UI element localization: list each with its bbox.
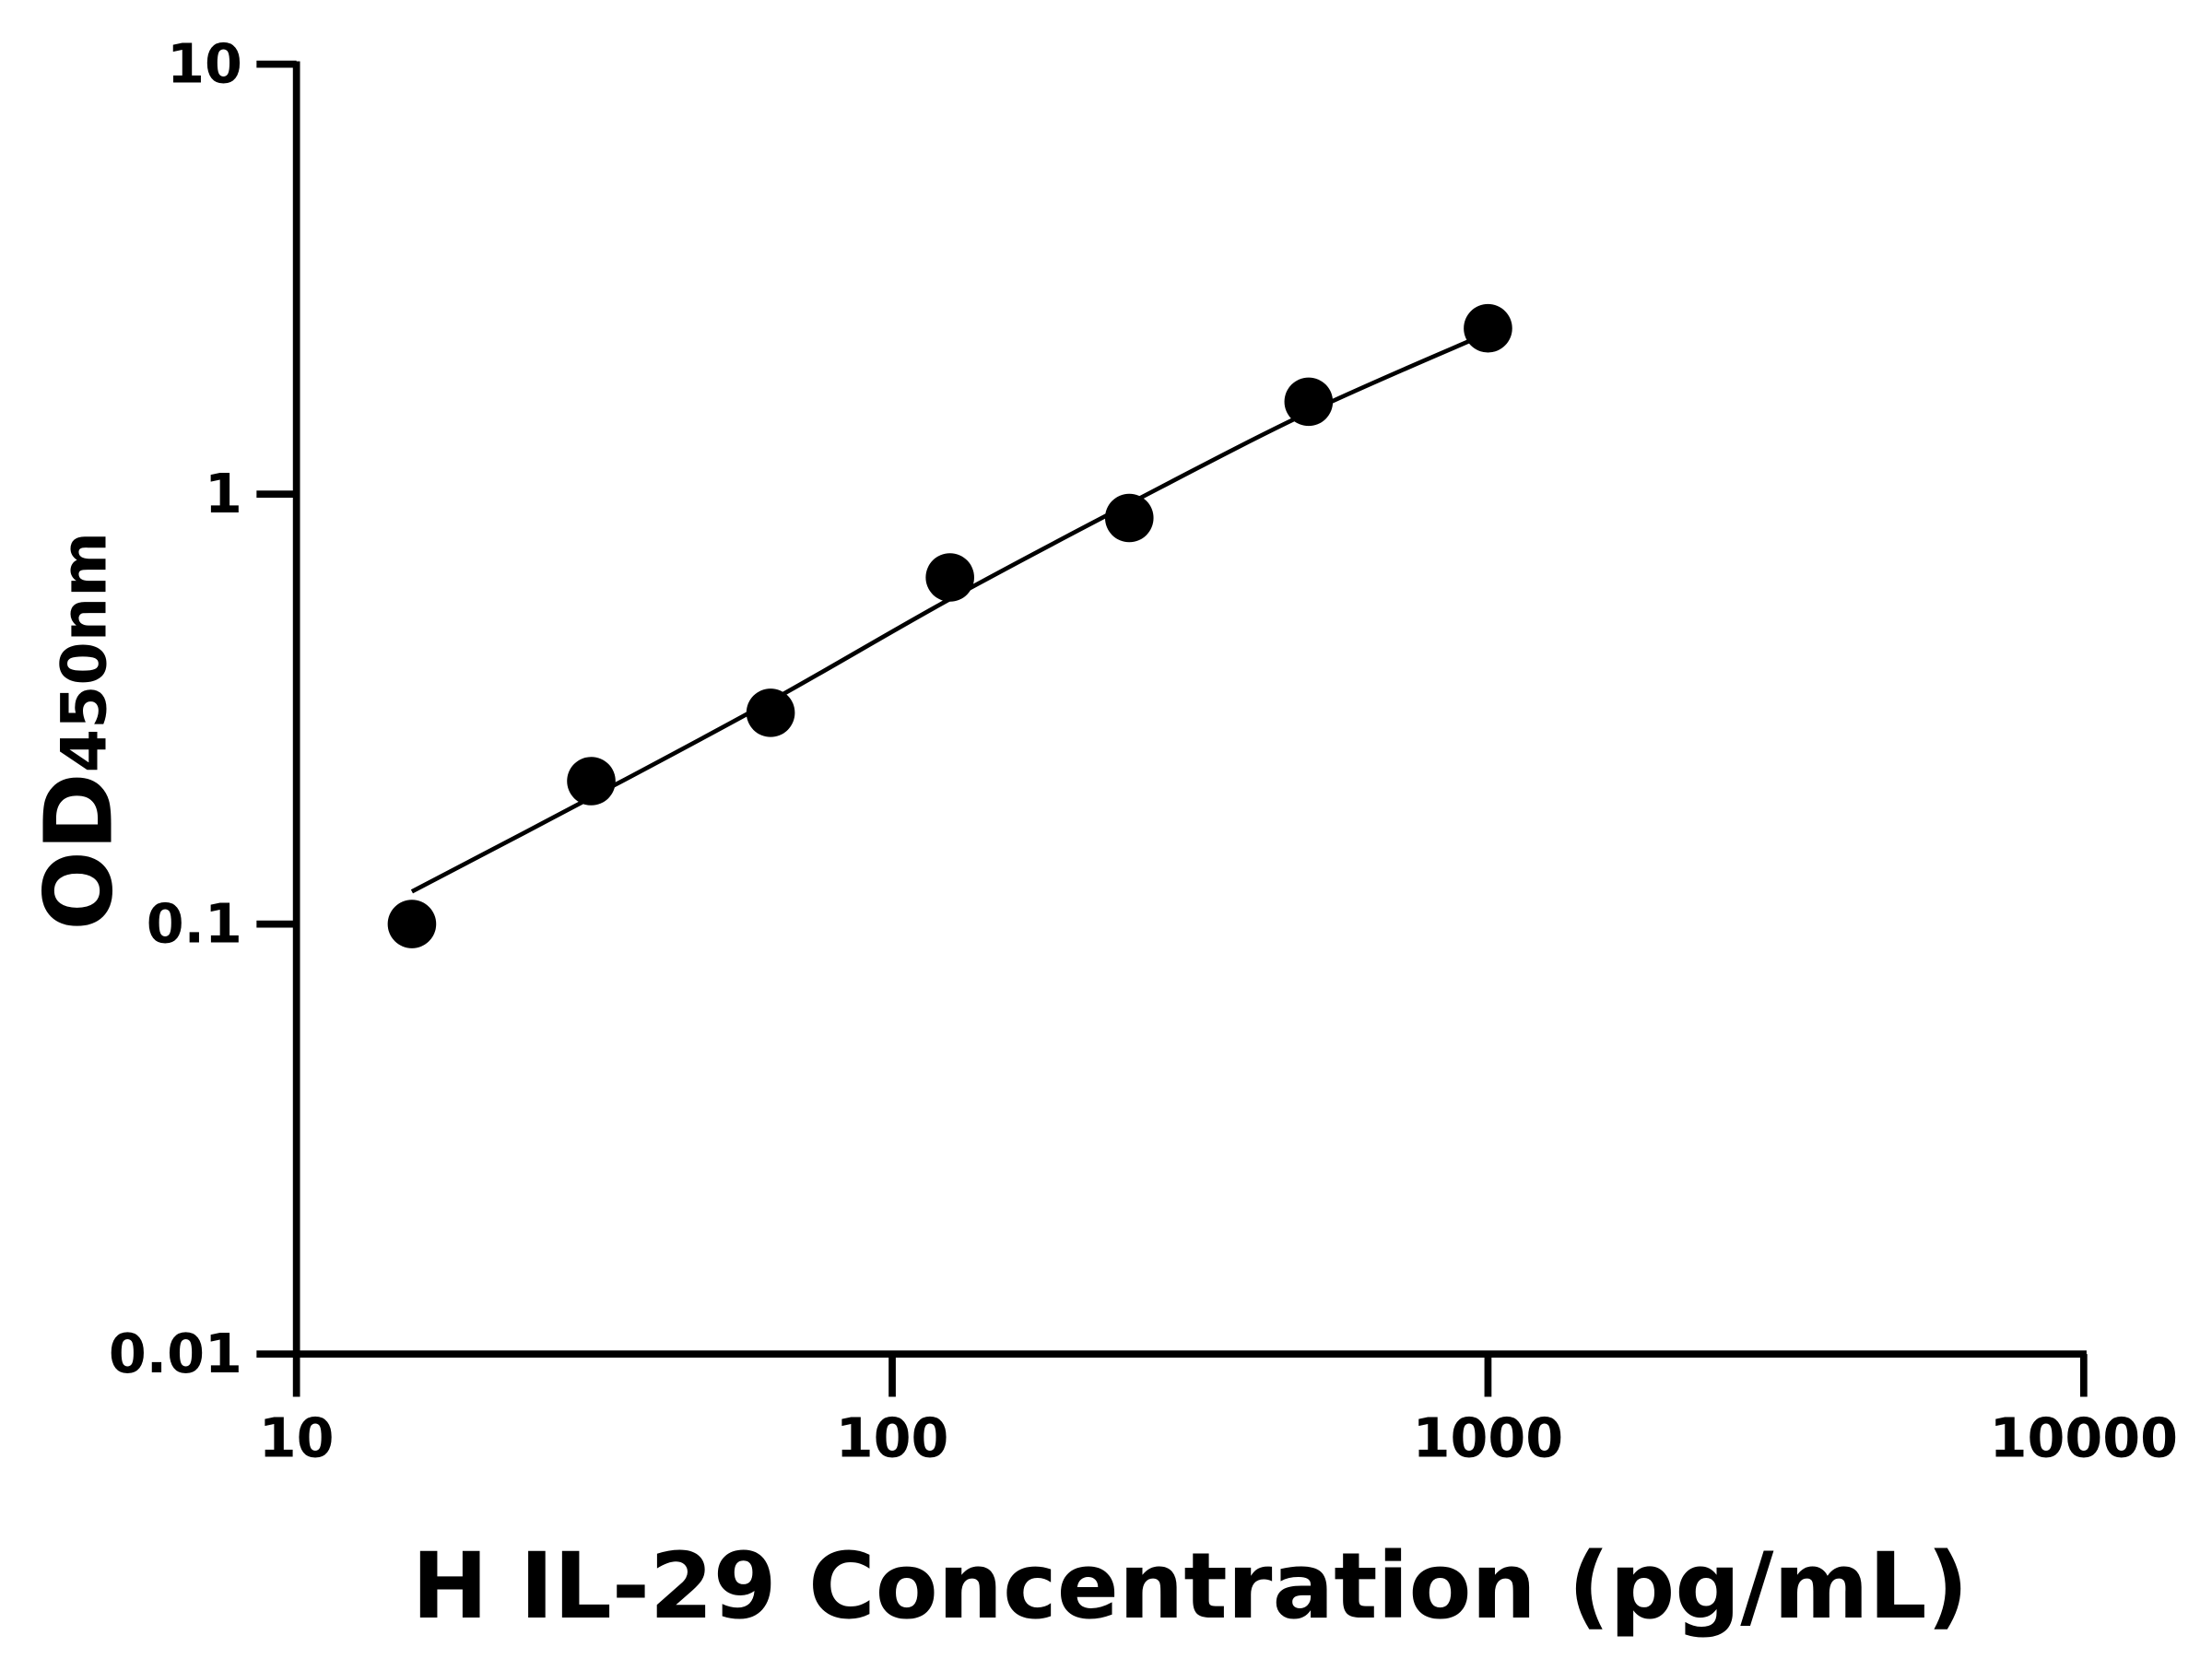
data-point: [1464, 303, 1512, 353]
x-axis-label: H IL-29 Concentration (pg/mL): [412, 1534, 1969, 1640]
data-point: [567, 757, 616, 806]
y-tick-label: 10: [167, 32, 242, 96]
x-tick-label: 10: [259, 1406, 335, 1469]
y-tick-label: 0.1: [147, 892, 242, 956]
data-point: [387, 900, 437, 948]
y-axis-label-sub: 450nm: [48, 532, 121, 772]
data-point: [1284, 377, 1334, 427]
data-points: [387, 303, 1512, 948]
data-point: [1104, 493, 1154, 543]
y-tick-label: 0.01: [109, 1322, 242, 1385]
x-tick-label: 1000: [1413, 1406, 1564, 1469]
y-ticks: 0.01 0.1 1 10: [109, 32, 297, 1385]
y-tick-label: 1: [205, 462, 242, 525]
y-axis-label-main: OD: [25, 772, 135, 930]
data-point: [746, 688, 795, 737]
x-tick-label: 100: [836, 1406, 949, 1469]
axes: [292, 61, 2087, 1358]
x-ticks: 10 100 1000 10000: [259, 1354, 2178, 1469]
x-tick-label: 10000: [1990, 1406, 2178, 1469]
y-axis-label: OD450nm: [25, 532, 135, 931]
data-point: [925, 553, 974, 602]
